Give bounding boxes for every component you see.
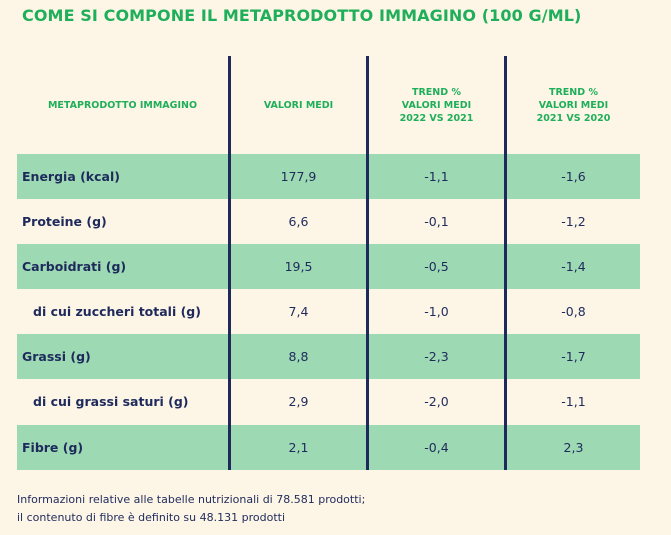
header-trend-2021-2020: TREND % VALORI MEDI 2021 VS 2020 bbox=[507, 56, 640, 154]
header-metaprodotto: METAPRODOTTO IMMAGINO bbox=[17, 56, 228, 154]
valore-medio: 7,4 bbox=[288, 304, 309, 319]
valore-medio: 8,8 bbox=[288, 349, 309, 364]
header-metaprodotto-label: METAPRODOTTO IMMAGINO bbox=[47, 99, 198, 111]
trend-2022-2021: -0,4 bbox=[424, 440, 449, 455]
header-trend-2022-line1: TREND % bbox=[412, 86, 461, 98]
trend-2022-2021: -2,0 bbox=[424, 394, 449, 409]
footnote-line-1: Informazioni relative alle tabelle nutri… bbox=[17, 493, 366, 506]
column-divider bbox=[366, 56, 369, 470]
valore-medio: 19,5 bbox=[284, 259, 313, 274]
valore-medio: 2,9 bbox=[288, 394, 309, 409]
header-valori-medi: VALORI MEDI bbox=[231, 56, 366, 154]
table-row-grassi: Grassi (g) 8,8 -2,3 -1,7 bbox=[17, 334, 640, 379]
column-divider bbox=[504, 56, 507, 470]
footnote: Informazioni relative alle tabelle nutri… bbox=[17, 491, 365, 527]
trend-2021-2020: -1,4 bbox=[561, 259, 586, 274]
header-trend-2022-line3: 2022 VS 2021 bbox=[399, 112, 474, 124]
valore-medio: 177,9 bbox=[280, 169, 317, 184]
table-row-proteine: Proteine (g) 6,6 -0,1 -1,2 bbox=[17, 199, 640, 244]
header-valori-medi-label: VALORI MEDI bbox=[263, 99, 334, 111]
row-label: di cui zuccheri totali (g) bbox=[33, 304, 201, 319]
row-label: Fibre (g) bbox=[22, 440, 84, 455]
trend-2021-2020: -1,6 bbox=[561, 169, 586, 184]
row-label: Carboidrati (g) bbox=[22, 259, 127, 274]
row-label: Grassi (g) bbox=[22, 349, 91, 364]
trend-2022-2021: -0,5 bbox=[424, 259, 449, 274]
trend-2021-2020: -1,2 bbox=[561, 214, 586, 229]
trend-2022-2021: -1,1 bbox=[424, 169, 449, 184]
trend-2022-2021: -0,1 bbox=[424, 214, 449, 229]
valore-medio: 6,6 bbox=[288, 214, 309, 229]
trend-2021-2020: -1,7 bbox=[561, 349, 586, 364]
table-row-fibre: Fibre (g) 2,1 -0,4 2,3 bbox=[17, 425, 640, 470]
nutrition-table: METAPRODOTTO IMMAGINO VALORI MEDI TREND … bbox=[17, 56, 640, 470]
row-label: Energia (kcal) bbox=[22, 169, 120, 184]
column-divider bbox=[228, 56, 231, 470]
trend-2021-2020: -1,1 bbox=[561, 394, 586, 409]
header-trend-2021-line3: 2021 VS 2020 bbox=[536, 112, 611, 124]
trend-2021-2020: -0,8 bbox=[561, 304, 586, 319]
footnote-line-2: il contenuto di fibre è definito su 48.1… bbox=[17, 511, 285, 524]
row-label: di cui grassi saturi (g) bbox=[33, 394, 189, 409]
header-trend-2022-line2: VALORI MEDI bbox=[401, 99, 472, 111]
header-trend-2021-line1: TREND % bbox=[549, 86, 598, 98]
table-row-zuccheri: di cui zuccheri totali (g) 7,4 -1,0 -0,8 bbox=[17, 289, 640, 334]
table-row-energia: Energia (kcal) 177,9 -1,1 -1,6 bbox=[17, 154, 640, 199]
table-row-carboidrati: Carboidrati (g) 19,5 -0,5 -1,4 bbox=[17, 244, 640, 289]
trend-2022-2021: -1,0 bbox=[424, 304, 449, 319]
table-row-grassi-saturi: di cui grassi saturi (g) 2,9 -2,0 -1,1 bbox=[17, 379, 640, 424]
row-label: Proteine (g) bbox=[22, 214, 107, 229]
header-trend-2021-line2: VALORI MEDI bbox=[538, 99, 609, 111]
valore-medio: 2,1 bbox=[288, 440, 309, 455]
trend-2022-2021: -2,3 bbox=[424, 349, 449, 364]
page-title: COME SI COMPONE IL METAPRODOTTO IMMAGINO… bbox=[22, 6, 582, 25]
trend-2021-2020: 2,3 bbox=[563, 440, 584, 455]
header-trend-2022-2021: TREND % VALORI MEDI 2022 VS 2021 bbox=[369, 56, 504, 154]
